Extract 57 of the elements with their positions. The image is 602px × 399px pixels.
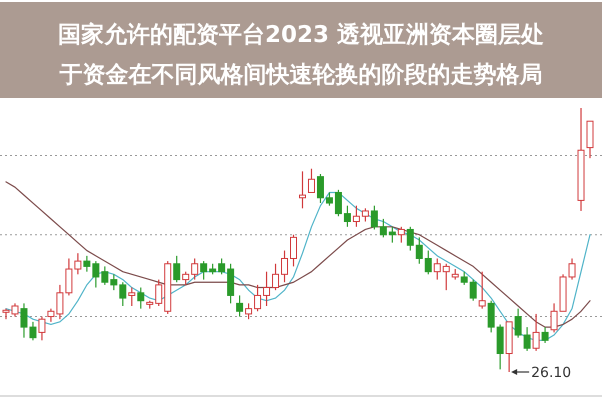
candlestick <box>128 286 136 307</box>
candlestick <box>478 271 486 310</box>
candlestick <box>542 326 549 344</box>
candlestick <box>460 271 468 286</box>
candlestick <box>344 205 351 228</box>
candlestick <box>56 284 64 320</box>
candlestick <box>20 302 28 338</box>
candlestick <box>488 300 495 333</box>
candlestick <box>110 274 118 291</box>
candlestick <box>388 226 396 244</box>
candlestick <box>101 266 108 286</box>
candlestick <box>452 268 459 280</box>
candlestick <box>92 260 100 288</box>
candlestick <box>272 263 280 291</box>
candlestick <box>119 282 126 307</box>
candlestick <box>65 258 72 296</box>
candlestick <box>424 250 432 275</box>
candlestick <box>38 316 46 341</box>
candlestick <box>236 294 244 318</box>
candlestick <box>200 260 208 280</box>
candlestick <box>191 258 198 280</box>
candlestick <box>218 258 226 275</box>
candlestick <box>245 302 252 320</box>
candlestick <box>550 302 558 333</box>
candlestick <box>514 308 522 338</box>
candlestick <box>370 205 378 230</box>
candlestick <box>298 170 306 209</box>
candlestick <box>83 255 90 272</box>
candlestick <box>380 218 387 238</box>
candlestick <box>416 236 423 264</box>
candlestick <box>74 252 82 275</box>
candlestick <box>532 313 540 352</box>
candlestick <box>308 168 315 194</box>
candlestick <box>362 208 369 222</box>
candlestick <box>326 192 333 206</box>
candlestick <box>11 302 18 318</box>
candlestick <box>29 321 36 341</box>
candlestick <box>209 263 216 275</box>
candlestick <box>352 205 360 228</box>
candlestick <box>316 173 324 204</box>
candlestick <box>182 271 190 286</box>
candlestick <box>524 326 531 352</box>
candlestick <box>281 250 288 283</box>
candlestick <box>398 226 405 244</box>
candlestick <box>173 255 180 283</box>
candlestick <box>2 308 10 320</box>
candlestick <box>568 258 576 280</box>
candlestick <box>290 234 298 267</box>
candlestick <box>254 284 262 312</box>
candlestick <box>406 226 414 252</box>
candlestick <box>263 271 270 307</box>
chart-title: 国家允许的配资平台2023 透视亚洲资本圈层处于资金在不同风格间快速轮换的阶段的走势格局 <box>58 21 544 88</box>
candlestick <box>137 286 144 310</box>
candlestick <box>47 308 54 322</box>
candlestick <box>334 189 342 217</box>
annotation: 26.10 <box>531 365 572 381</box>
candlestick <box>470 279 477 302</box>
